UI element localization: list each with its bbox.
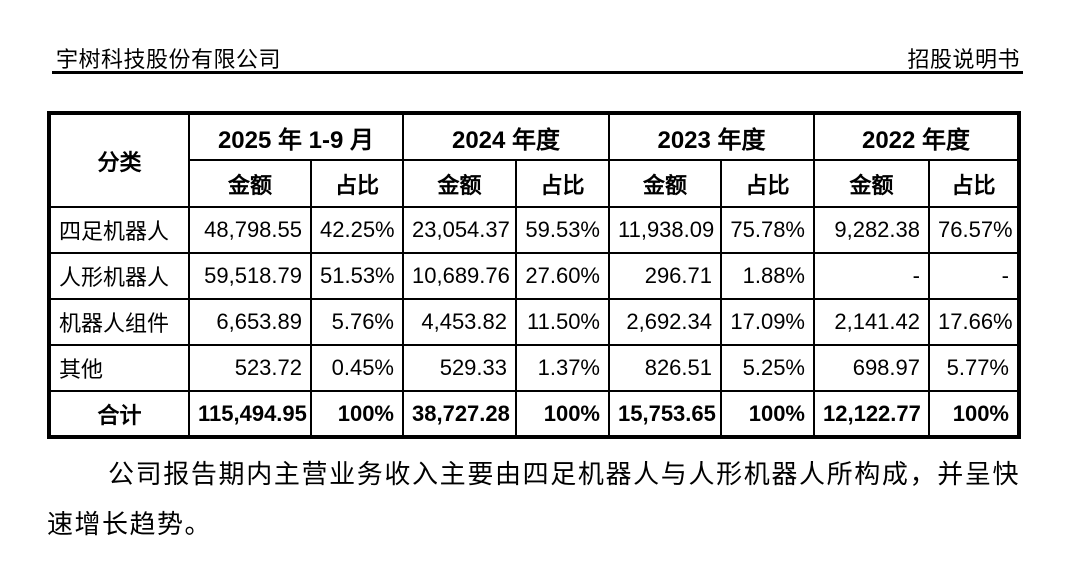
table-cell: 11.50% [515,298,610,346]
row-category: 其他 [48,344,190,392]
table-cell: 0.45% [310,344,404,392]
table-cell: 59.53% [515,206,610,254]
table-cell: 6,653.89 [188,298,312,346]
table-cell: 5.25% [720,344,815,392]
row-category: 四足机器人 [48,206,190,254]
table-cell: 826.51 [608,344,722,392]
table-cell: 23,054.37 [402,206,517,254]
table-cell: 1.88% [720,252,815,300]
company-name: 宇树科技股份有限公司 [56,47,282,72]
table-cell: 48,798.55 [188,206,312,254]
subheader-amount: 金额 [188,159,312,208]
row-category: 机器人组件 [48,298,190,346]
period-header-2024: 2024 年度 [402,112,610,161]
period-header-2023: 2023 年度 [608,112,815,161]
table-total-row: 合计 115,494.95 100% 38,727.28 100% 15,753… [48,390,1020,438]
table-row: 四足机器人 48,798.55 42.25% 23,054.37 59.53% … [48,206,1020,254]
table-cell: 76.57% [928,206,1020,254]
table-cell: 1.37% [515,344,610,392]
table-row: 机器人组件 6,653.89 5.76% 4,453.82 11.50% 2,6… [48,298,1020,346]
table-cell: - [928,252,1020,300]
period-header-2025: 2025 年 1-9 月 [188,112,404,161]
subheader-ratio: 占比 [720,159,815,208]
table-cell: 10,689.76 [402,252,517,300]
table-cell: 27.60% [515,252,610,300]
subheader-amount: 金额 [813,159,930,208]
table-cell: 5.76% [310,298,404,346]
table-cell: 296.71 [608,252,722,300]
table-cell: 5.77% [928,344,1020,392]
table-cell: 59,518.79 [188,252,312,300]
table-cell: 100% [928,390,1020,438]
revenue-breakdown-table: 分类 2025 年 1-9 月 2024 年度 2023 年度 2022 年度 … [47,111,1021,439]
subheader-ratio: 占比 [515,159,610,208]
table-cell: 115,494.95 [188,390,312,438]
subheader-ratio: 占比 [928,159,1020,208]
table-cell: - [813,252,930,300]
body-paragraph: 公司报告期内主营业务收入主要由四足机器人与人形机器人所构成，并呈快速增长趋势。 [47,460,1020,539]
table-row: 人形机器人 59,518.79 51.53% 10,689.76 27.60% … [48,252,1020,300]
table-cell: 75.78% [720,206,815,254]
table-cell: 100% [515,390,610,438]
table-cell: 2,141.42 [813,298,930,346]
table-cell: 38,727.28 [402,390,517,438]
table-cell: 2,692.34 [608,298,722,346]
total-label: 合计 [48,390,190,438]
table-header-row-periods: 分类 2025 年 1-9 月 2024 年度 2023 年度 2022 年度 [48,112,1020,208]
doc-type-label: 招股说明书 [907,47,1020,72]
table-cell: 17.66% [928,298,1020,346]
table-header-row-subcolumns: 金额 占比 金额 占比 金额 占比 金额 占比 [49,159,1020,208]
table-cell: 42.25% [310,206,404,254]
corner-cell-category: 分类 [48,112,190,208]
header-divider [52,71,1023,74]
subheader-amount: 金额 [608,159,722,208]
period-header-2022: 2022 年度 [813,112,1020,161]
table-cell: 12,122.77 [813,390,930,438]
table-row: 其他 523.72 0.45% 529.33 1.37% 826.51 5.25… [48,344,1020,392]
table-cell: 523.72 [188,344,312,392]
table-cell: 4,453.82 [402,298,517,346]
table-cell: 15,753.65 [608,390,722,438]
subheader-amount: 金额 [402,159,517,208]
table-cell: 100% [720,390,815,438]
subheader-ratio: 占比 [310,159,404,208]
row-category: 人形机器人 [48,252,190,300]
table-cell: 17.09% [720,298,815,346]
table-cell: 51.53% [310,252,404,300]
table-cell: 11,938.09 [608,206,722,254]
table-cell: 698.97 [813,344,930,392]
table-cell: 529.33 [402,344,517,392]
page-header: 宇树科技股份有限公司 招股说明书 [56,42,1020,74]
table-cell: 100% [310,390,404,438]
table-cell: 9,282.38 [813,206,930,254]
